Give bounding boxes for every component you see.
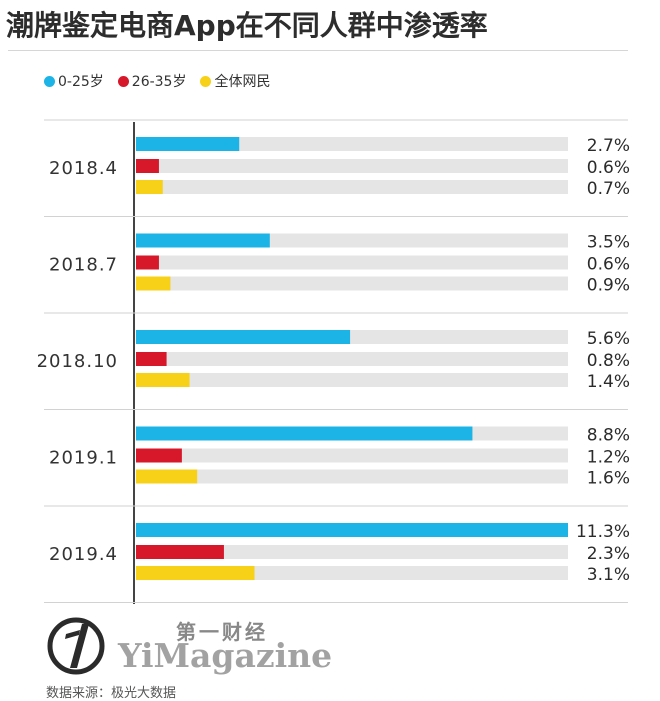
legend-item-series-1: 0-25岁	[44, 71, 104, 91]
bar	[136, 255, 159, 270]
bar	[136, 523, 568, 537]
data-label: 3.1%	[587, 565, 630, 585]
bar-track	[136, 352, 568, 366]
legend-swatch-series-2	[117, 75, 129, 87]
bar	[136, 426, 473, 441]
data-label: 8.8%	[587, 426, 630, 446]
bar-track	[136, 469, 568, 484]
bar	[136, 469, 198, 484]
data-label: 1.2%	[587, 448, 630, 468]
data-label: 1.4%	[587, 372, 630, 392]
bar-track	[136, 545, 568, 559]
category-label: 2019.4	[49, 544, 118, 565]
title-divider	[8, 50, 628, 51]
bar-track	[136, 159, 568, 173]
category-label: 2018.7	[49, 255, 118, 276]
data-label: 1.6%	[587, 469, 630, 489]
data-label: 0.7%	[587, 179, 630, 199]
data-label: 2.7%	[587, 136, 630, 156]
bar	[136, 330, 351, 344]
bar-track	[136, 180, 568, 194]
bar	[136, 545, 224, 559]
chart-title: 潮牌鉴定电商App在不同人群中渗透率	[6, 9, 488, 42]
bar	[136, 276, 171, 291]
bar	[136, 137, 240, 151]
legend-item-series-3: 全体网民	[200, 71, 270, 91]
bar-track	[136, 137, 568, 151]
bar	[136, 373, 190, 387]
legend-swatch-series-1	[44, 75, 55, 87]
brand-name-english: YiMagazine	[118, 636, 333, 675]
data-source-note: 数据来源：极光大数据	[46, 686, 177, 701]
data-label: 5.6%	[587, 329, 630, 349]
bar-track	[136, 448, 568, 463]
legend-label-series-3: 全体网民	[214, 74, 271, 90]
bar	[136, 566, 255, 580]
data-label: 11.3%	[576, 522, 630, 542]
bar-track	[136, 373, 568, 387]
yimagazine-logo-icon	[47, 617, 105, 675]
data-label: 3.5%	[587, 233, 630, 253]
data-label: 0.8%	[587, 351, 630, 371]
legend-item-series-2: 26-35岁	[117, 71, 187, 91]
brand-name-chinese: 第一财经	[176, 620, 268, 644]
bar	[136, 180, 163, 194]
legend-label-series-1: 0-25岁	[58, 74, 104, 90]
bar	[136, 159, 159, 173]
legend-swatch-series-3	[200, 75, 212, 87]
bar-track	[136, 276, 568, 291]
bar	[136, 233, 270, 248]
category-label: 2018.4	[49, 158, 118, 179]
data-label: 2.3%	[587, 544, 630, 564]
legend: 0-25岁 26-35岁 全体网民	[44, 72, 284, 90]
data-label: 0.9%	[587, 276, 630, 296]
bar	[136, 448, 182, 463]
bar	[136, 352, 167, 366]
category-label: 2019.1	[49, 448, 118, 469]
data-label: 0.6%	[587, 158, 630, 178]
bar-track	[136, 255, 568, 270]
legend-label-series-2: 26-35岁	[131, 74, 187, 90]
data-label: 0.6%	[587, 255, 630, 275]
category-label: 2018.10	[37, 351, 118, 372]
